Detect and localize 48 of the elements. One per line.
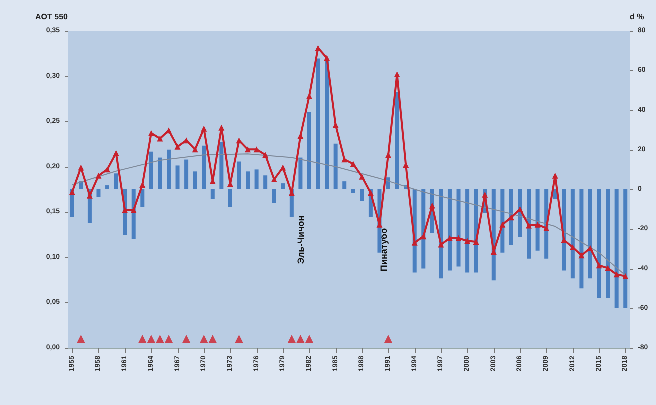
bar — [580, 190, 584, 289]
bar — [210, 190, 215, 200]
bar — [386, 178, 391, 190]
y2-axis-title: d % — [630, 12, 644, 22]
bar — [448, 190, 452, 271]
bar — [298, 158, 303, 190]
bar — [272, 190, 276, 204]
bar — [456, 190, 461, 267]
bar — [237, 162, 242, 190]
bar — [588, 190, 592, 279]
bar — [220, 142, 224, 190]
bar — [307, 112, 312, 190]
annotation: Пинатубо — [379, 228, 389, 272]
bar — [624, 190, 628, 308]
bar — [614, 190, 619, 308]
bar — [202, 146, 206, 190]
bar — [158, 158, 162, 190]
bar — [351, 190, 356, 194]
bar — [316, 58, 320, 190]
bar — [264, 176, 268, 190]
bar — [140, 190, 145, 208]
bar — [509, 190, 514, 245]
bar — [228, 190, 232, 208]
annotation: Эль-Чичон — [296, 216, 306, 264]
bar — [342, 182, 347, 190]
bar — [606, 190, 610, 298]
bar — [246, 172, 250, 190]
bar — [193, 172, 198, 190]
bar — [466, 190, 470, 273]
bar — [254, 170, 259, 190]
bar — [96, 190, 101, 198]
bar — [184, 160, 189, 190]
y-axis-title: AOT 550 — [36, 12, 69, 22]
bar — [114, 174, 118, 190]
bar — [439, 190, 444, 279]
bar — [597, 190, 602, 298]
bar — [106, 186, 110, 190]
bar — [334, 144, 338, 190]
bar — [281, 184, 286, 190]
bar — [536, 190, 540, 251]
bar — [360, 190, 364, 202]
bar — [570, 190, 575, 279]
bar — [176, 166, 180, 190]
bar — [166, 150, 171, 190]
bar — [527, 190, 532, 259]
bar — [395, 92, 400, 190]
bar — [422, 190, 426, 269]
bar — [149, 152, 154, 190]
